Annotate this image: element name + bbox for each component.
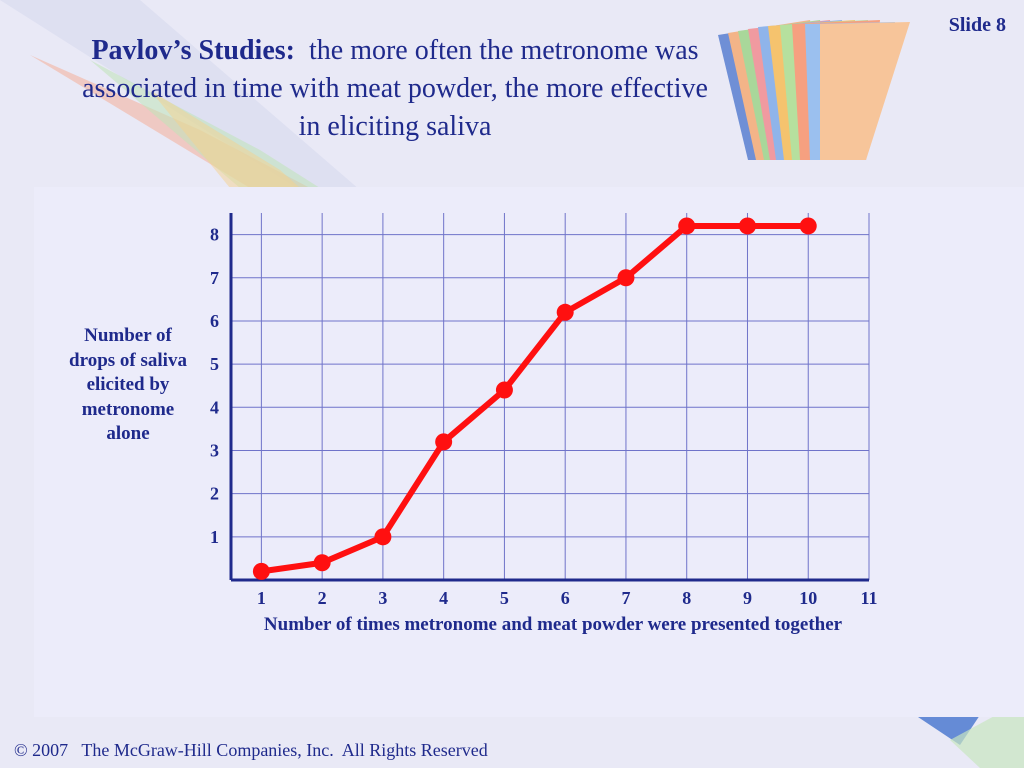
x-tick-label: 4 — [439, 588, 448, 608]
x-tick-label: 11 — [860, 588, 877, 608]
y-axis-label: Number of drops of saliva elicited by me… — [69, 325, 187, 444]
y-tick-label: 4 — [210, 397, 219, 417]
x-tick-label: 1 — [257, 588, 266, 608]
chart-axes — [229, 213, 869, 582]
x-tick-label: 3 — [378, 588, 387, 608]
chart-panel — [34, 187, 1024, 717]
data-point — [435, 433, 453, 451]
data-point — [556, 303, 574, 321]
data-point — [495, 381, 513, 399]
x-tick-label: 6 — [561, 588, 570, 608]
x-tick-label: 2 — [318, 588, 327, 608]
series-line — [258, 222, 812, 575]
data-point — [678, 217, 696, 235]
copyright-footer: © 2007 The McGraw-Hill Companies, Inc. A… — [14, 740, 488, 760]
x-tick-label: 5 — [500, 588, 509, 608]
y-tick-label: 7 — [210, 268, 219, 288]
y-tick-label: 2 — [210, 484, 219, 504]
title-bold: Pavlov’s Studies: — [91, 35, 295, 66]
y-tick-label: 1 — [210, 527, 219, 547]
x-tick-label: 9 — [743, 588, 752, 608]
data-point — [617, 269, 635, 287]
x-axis-label: Number of times metronome and meat powde… — [263, 614, 843, 635]
x-tick-label: 10 — [799, 588, 817, 608]
y-tick-label: 6 — [210, 311, 219, 331]
chart-series — [252, 217, 817, 580]
data-point — [374, 528, 392, 546]
slide-number: Slide 8 — [948, 14, 1006, 36]
chart-grid — [231, 213, 870, 580]
data-point — [799, 217, 817, 235]
y-tick-label: 5 — [210, 354, 219, 374]
slide-title: Pavlov’s Studies: the more often the met… — [70, 32, 720, 146]
title-rest: the more often the metronome was associa… — [82, 35, 708, 142]
x-tick-label: 7 — [621, 588, 630, 608]
data-point — [252, 562, 270, 580]
y-tick-label: 8 — [210, 225, 219, 245]
y-tick-label: 3 — [210, 440, 219, 460]
data-point — [738, 217, 756, 235]
data-point — [313, 554, 331, 572]
x-tick-label: 8 — [682, 588, 691, 608]
